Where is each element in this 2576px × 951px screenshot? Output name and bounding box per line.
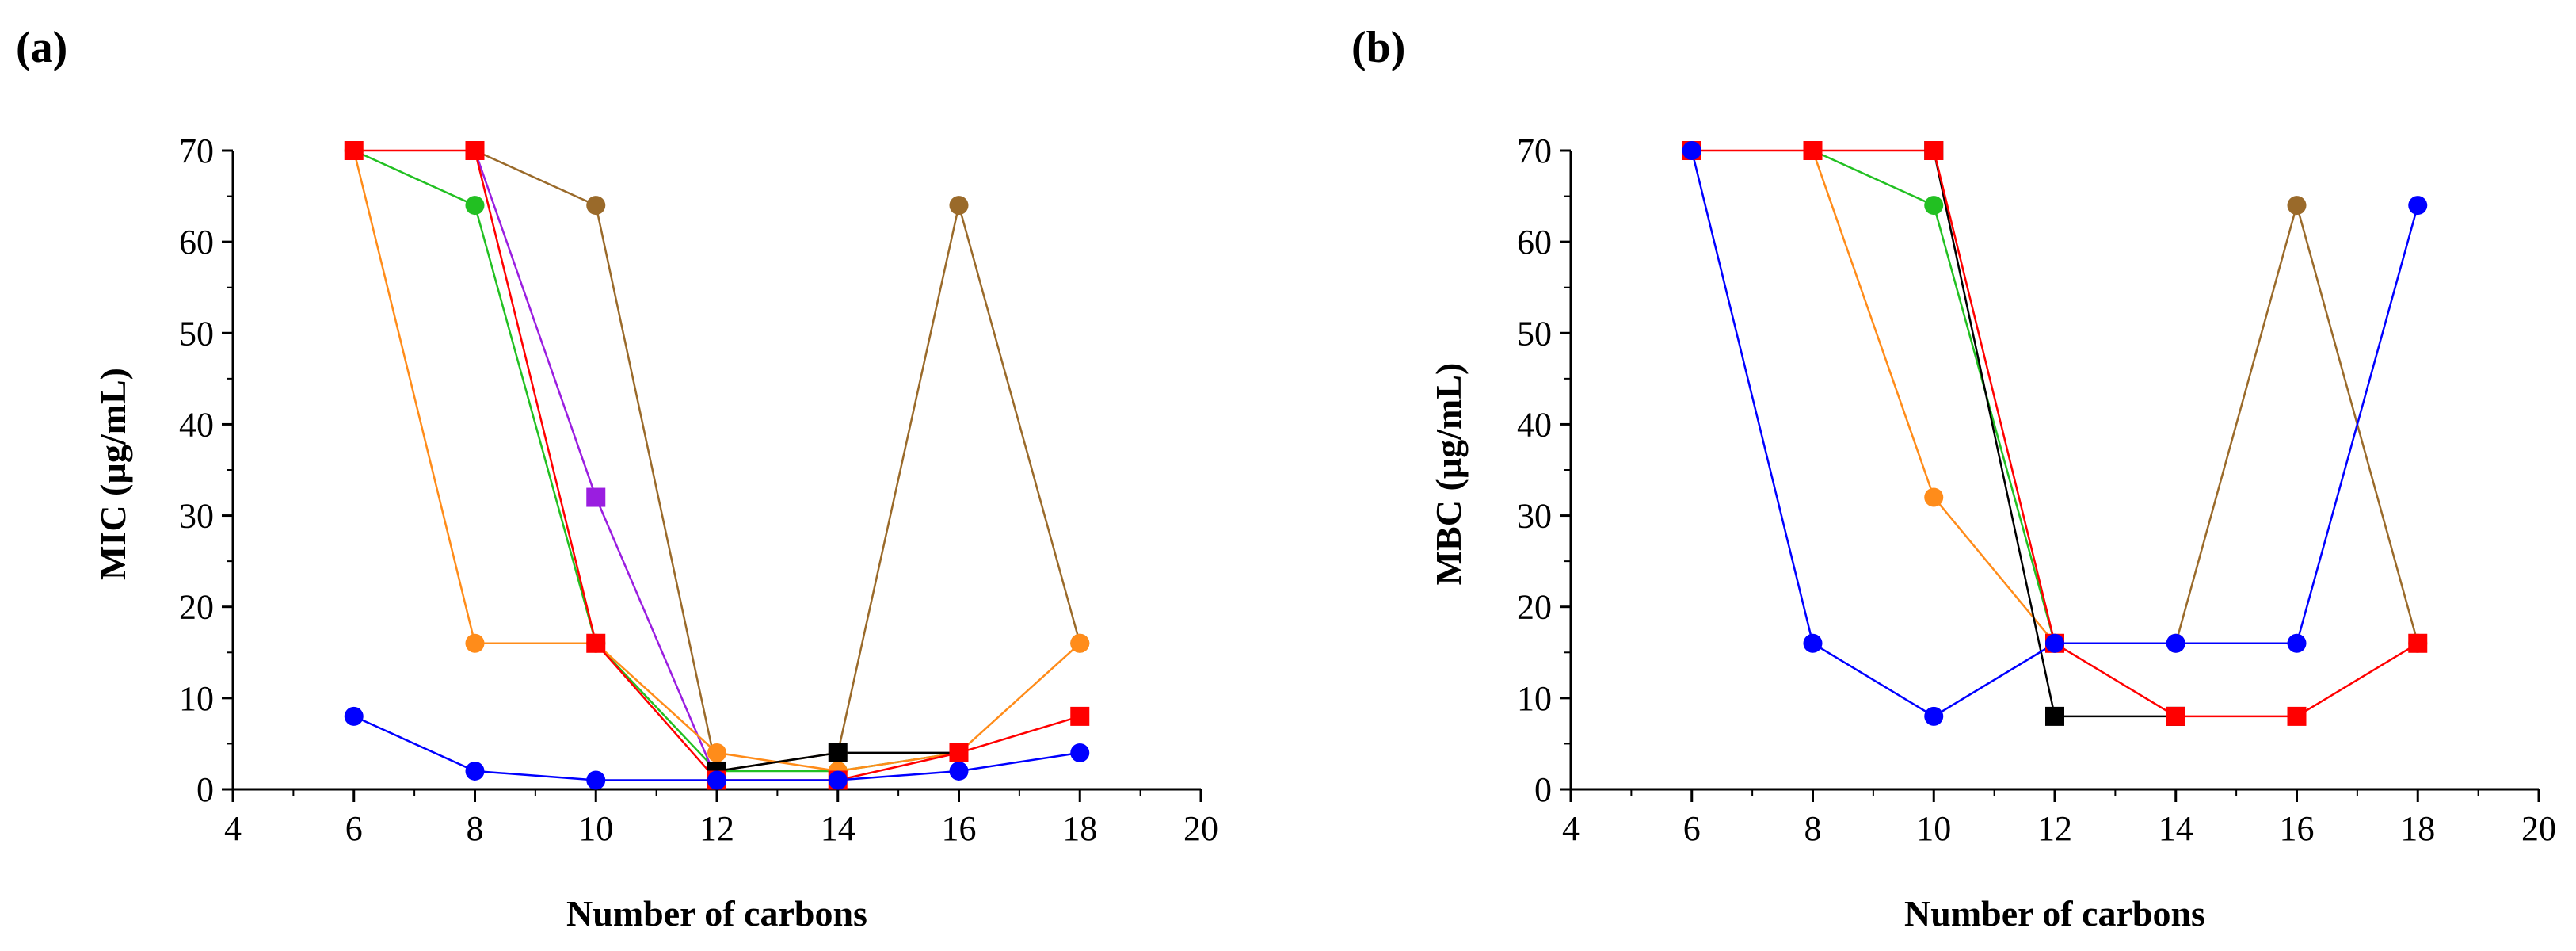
panel-b-x-tick-label: 18 [2400, 809, 2435, 848]
panel-b-x-tick-label: 6 [1683, 809, 1701, 848]
panel-b-series-blue-point [2045, 633, 2064, 653]
panel-b-series-red-point [2166, 706, 2185, 726]
panel-a-series-blue-point [828, 770, 848, 790]
panel-a-y-tick-label: 10 [179, 679, 214, 718]
panel-a-x-tick-label: 12 [699, 809, 734, 848]
panel-b-series-red-point [1803, 141, 1823, 160]
panel-a-series-orange-point [707, 743, 726, 762]
panel-b-series-orange-line [1812, 150, 2056, 644]
panel-b-series-blue-point [1682, 141, 1701, 160]
panel-b-axes: 0 10 20 30 40 50 60 70 4 6 8 10 12 14 16 18 20 [1517, 132, 2556, 848]
panel-a-series-purple-line [474, 150, 718, 781]
panel-b-series-red-point [2408, 633, 2428, 653]
panel-b-series-blue-point [1924, 706, 1944, 726]
panel-b-x-tick-label: 20 [2521, 809, 2556, 848]
panel-b-series-brown-line [2174, 201, 2419, 644]
panel-a-series-red-point [465, 141, 485, 160]
panel-a-series-red-point [586, 633, 606, 653]
panel-a-series-orange-point [1070, 633, 1090, 653]
panel-b-series-orange-point [1924, 487, 1944, 507]
panel-a-series-orange-line [352, 150, 1081, 773]
panel-b-series-blue-point [2166, 633, 2185, 653]
panel-a-series-blue-point [465, 761, 485, 781]
panel-b: (b) Number of carbons MBC (µg/mL) 0 10 20 3… [1351, 23, 2556, 934]
panel-a-x-tick-label: 6 [345, 809, 363, 848]
panel-a-series-red-point [344, 141, 364, 160]
panel-a-series-red-line [353, 149, 1080, 781]
panel-a-series-red-point [949, 743, 969, 762]
panel-b-series-brown-point [2287, 196, 2307, 216]
panel-b-x-tick-label: 4 [1562, 809, 1580, 848]
panel-a-x-axis-title: Number of carbons [566, 893, 867, 934]
panel-a-series-blue-point [707, 770, 726, 790]
panel-a-series-brown-point [586, 196, 606, 216]
panel-b-series-red-point [2287, 706, 2307, 726]
panel-b-y-tick-label: 10 [1517, 679, 1552, 718]
panel-a-series-orange-point [465, 633, 485, 653]
panel-a-axes: 0 10 20 30 40 50 60 70 4 6 8 10 12 14 16 18 20 [179, 132, 1218, 848]
panel-a-series-blue-point [344, 706, 364, 726]
panel-a-series-black-point [828, 743, 848, 762]
panel-b-series-lines [1690, 149, 2419, 718]
panel-b-x-tick-label: 8 [1804, 809, 1822, 848]
panel-a-series-lines [352, 149, 1081, 781]
panel-a-x-tick-label: 18 [1062, 809, 1097, 848]
panel-a-y-tick-label: 0 [196, 770, 214, 809]
panel-a-markers [344, 141, 1090, 790]
panel-a-y-tick-label: 60 [179, 223, 214, 262]
panel-b-series-red-line [1691, 149, 2418, 718]
panel-a-y-tick-label: 30 [179, 497, 214, 536]
panel-a-y-tick-label: 70 [179, 132, 214, 170]
panel-b-series-green-line [1812, 149, 2056, 644]
panel-b-series-black-point [2045, 706, 2064, 726]
panel-a-x-tick-label: 20 [1183, 809, 1218, 848]
panel-b-y-tick-label: 60 [1517, 223, 1552, 262]
panel-a-y-tick-label: 20 [179, 588, 214, 627]
panel-b-series-blue-line [1690, 150, 2419, 718]
panel-a-y-tick-label: 40 [179, 405, 214, 444]
panel-a-y-tick-label: 50 [179, 314, 214, 353]
panel-a-series-purple-point [586, 487, 606, 507]
panel-a-x-tick-label: 16 [942, 809, 977, 848]
panel-a-series-green-line [353, 149, 959, 773]
panel-a-x-tick-label: 4 [224, 809, 242, 848]
panel-b-y-tick-label: 0 [1534, 770, 1552, 809]
panel-a-series-blue-point [1070, 743, 1090, 762]
panel-b-y-tick-label: 50 [1517, 314, 1552, 353]
panel-b-series-blue-point [2408, 196, 2428, 216]
panel-a-x-tick-label: 8 [467, 809, 484, 848]
panel-a-series-green-point [465, 196, 485, 216]
panel-b-x-tick-label: 12 [2037, 809, 2072, 848]
panel-b-y-tick-label: 70 [1517, 132, 1552, 170]
panel-b-markers [1682, 141, 2428, 726]
panel-a-x-tick-label: 10 [578, 809, 613, 848]
panel-b-x-tick-label: 10 [1916, 809, 1951, 848]
panel-b-x-axis-title: Number of carbons [1904, 893, 2205, 934]
panel-a-series-red-point [1070, 706, 1090, 726]
panel-b-y-tick-label: 30 [1517, 497, 1552, 536]
panel-a-series-blue-point [586, 770, 606, 790]
panel-a-series-brown-line [474, 149, 1081, 773]
panel-a-x-tick-label: 14 [821, 809, 855, 848]
panel-b-series-black-line [1933, 150, 2176, 718]
panel-a-series-brown-point [949, 196, 969, 216]
panel-b-y-axis-title: MBC (µg/mL) [1428, 363, 1469, 586]
panel-b-series-blue-point [2287, 633, 2307, 653]
panel-a-series-blue-point [949, 761, 969, 781]
panel-b-y-tick-label: 40 [1517, 405, 1552, 444]
panel-b-x-tick-label: 16 [2280, 809, 2315, 848]
panel-a-label: (a) [16, 23, 67, 72]
panel-a-y-axis-title: MIC (µg/mL) [93, 368, 133, 580]
panel-a: (a) Number of carbons MIC (µg/mL) 0 10 20 3… [16, 23, 1218, 934]
panel-b-series-red-point [1924, 141, 1944, 160]
panel-b-series-green-point [1924, 196, 1944, 216]
panel-b-y-tick-label: 20 [1517, 588, 1552, 627]
panel-b-x-tick-label: 14 [2159, 809, 2193, 848]
panel-b-label: (b) [1351, 23, 1405, 72]
panel-b-series-blue-point [1803, 633, 1823, 653]
